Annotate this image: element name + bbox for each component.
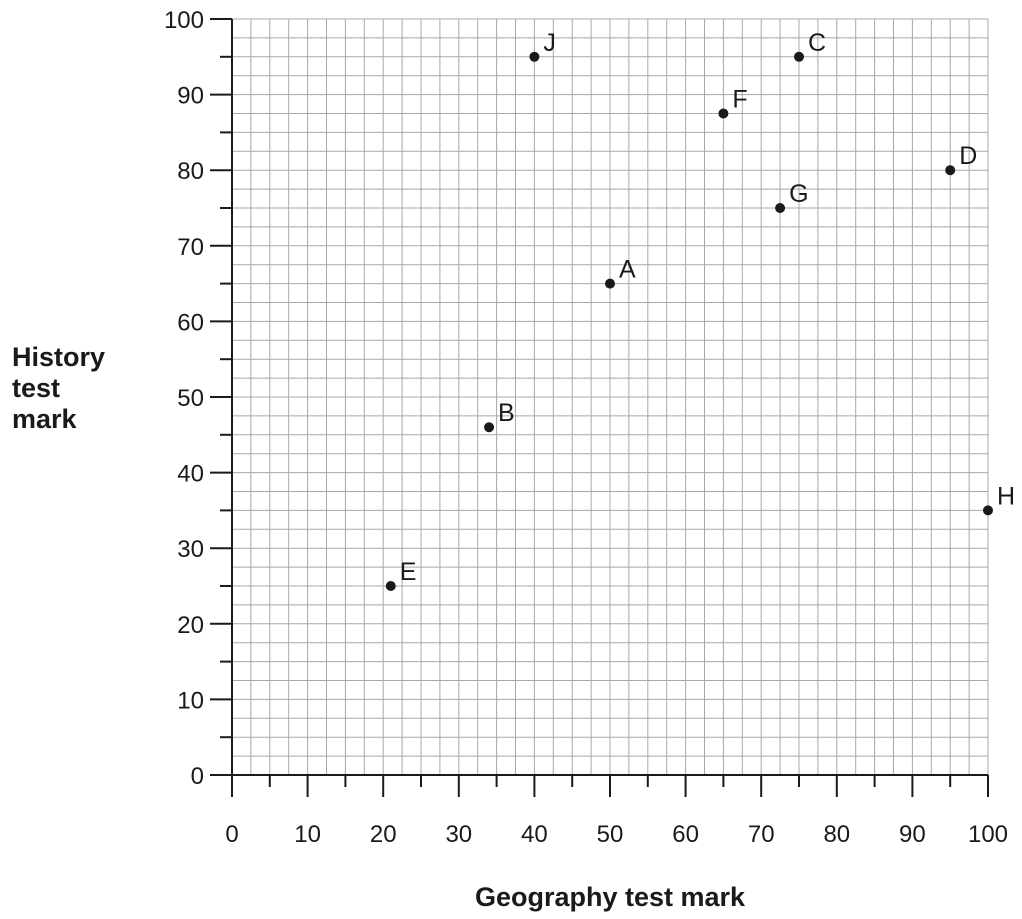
x-tick-label: 100 — [968, 821, 1008, 848]
x-tick-label: 10 — [294, 821, 321, 848]
data-point-g: G — [775, 180, 809, 213]
point-marker — [945, 165, 956, 176]
x-tick-label: 60 — [672, 821, 699, 848]
point-label: B — [498, 399, 515, 427]
point-label: H — [997, 482, 1015, 510]
point-marker — [718, 108, 729, 119]
y-tick-label: 10 — [177, 687, 204, 714]
x-tick-label: 40 — [521, 821, 548, 848]
point-marker — [529, 51, 540, 62]
point-label: E — [400, 558, 417, 586]
x-axis-title: Geography test mark — [474, 882, 746, 912]
y-tick-label: 20 — [177, 612, 204, 639]
point-marker — [484, 422, 495, 433]
point-label: A — [619, 256, 636, 284]
x-tick-label: 80 — [823, 821, 850, 848]
x-tick-labels: 0 10 20 30 40 50 60 70 80 90 100 — [225, 821, 1008, 848]
axes — [210, 18, 989, 797]
point-label: G — [789, 180, 808, 208]
y-tick-label: 30 — [177, 536, 204, 563]
x-tick-label: 50 — [597, 821, 624, 848]
data-point-j: J — [529, 29, 556, 62]
y-tick-label: 0 — [191, 763, 204, 790]
point-label: F — [732, 86, 747, 114]
x-tick-label: 90 — [899, 821, 926, 848]
data-point-d: D — [945, 142, 977, 176]
point-marker — [385, 581, 396, 591]
y-axis-title: History test mark — [12, 342, 142, 435]
x-tick-label: 20 — [370, 821, 397, 848]
y-tick-labels: 0 10 20 30 40 50 60 70 80 90 100 — [164, 7, 204, 790]
x-tick-label: 30 — [445, 821, 472, 848]
data-points: A B C D E F G H J — [385, 29, 1015, 591]
point-marker — [775, 203, 786, 213]
data-point-f: F — [718, 86, 748, 119]
y-axis-title-line-2: test — [12, 373, 61, 404]
y-axis-title-line-3: mark — [12, 404, 77, 435]
y-tick-label: 80 — [177, 158, 204, 185]
point-marker — [794, 51, 804, 62]
data-point-e: E — [385, 558, 417, 591]
grid — [232, 18, 989, 775]
point-label: D — [959, 142, 977, 170]
x-tick-label: 0 — [225, 821, 238, 848]
data-point-a: A — [605, 256, 636, 289]
point-label: J — [543, 29, 556, 57]
data-point-h: H — [983, 482, 1015, 516]
y-tick-label: 90 — [177, 83, 204, 110]
x-tick-label: 70 — [748, 821, 775, 848]
y-tick-label: 50 — [177, 385, 204, 412]
point-marker — [605, 278, 615, 289]
y-tick-label: 40 — [177, 461, 204, 488]
y-tick-label: 60 — [177, 309, 204, 336]
data-point-b: B — [484, 399, 515, 433]
point-label: C — [808, 29, 826, 57]
y-axis-title-line-1: History — [12, 342, 106, 372]
y-tick-label: 70 — [177, 234, 204, 261]
y-tick-label: 100 — [164, 7, 204, 34]
data-point-c: C — [794, 29, 826, 62]
point-marker — [983, 505, 993, 516]
